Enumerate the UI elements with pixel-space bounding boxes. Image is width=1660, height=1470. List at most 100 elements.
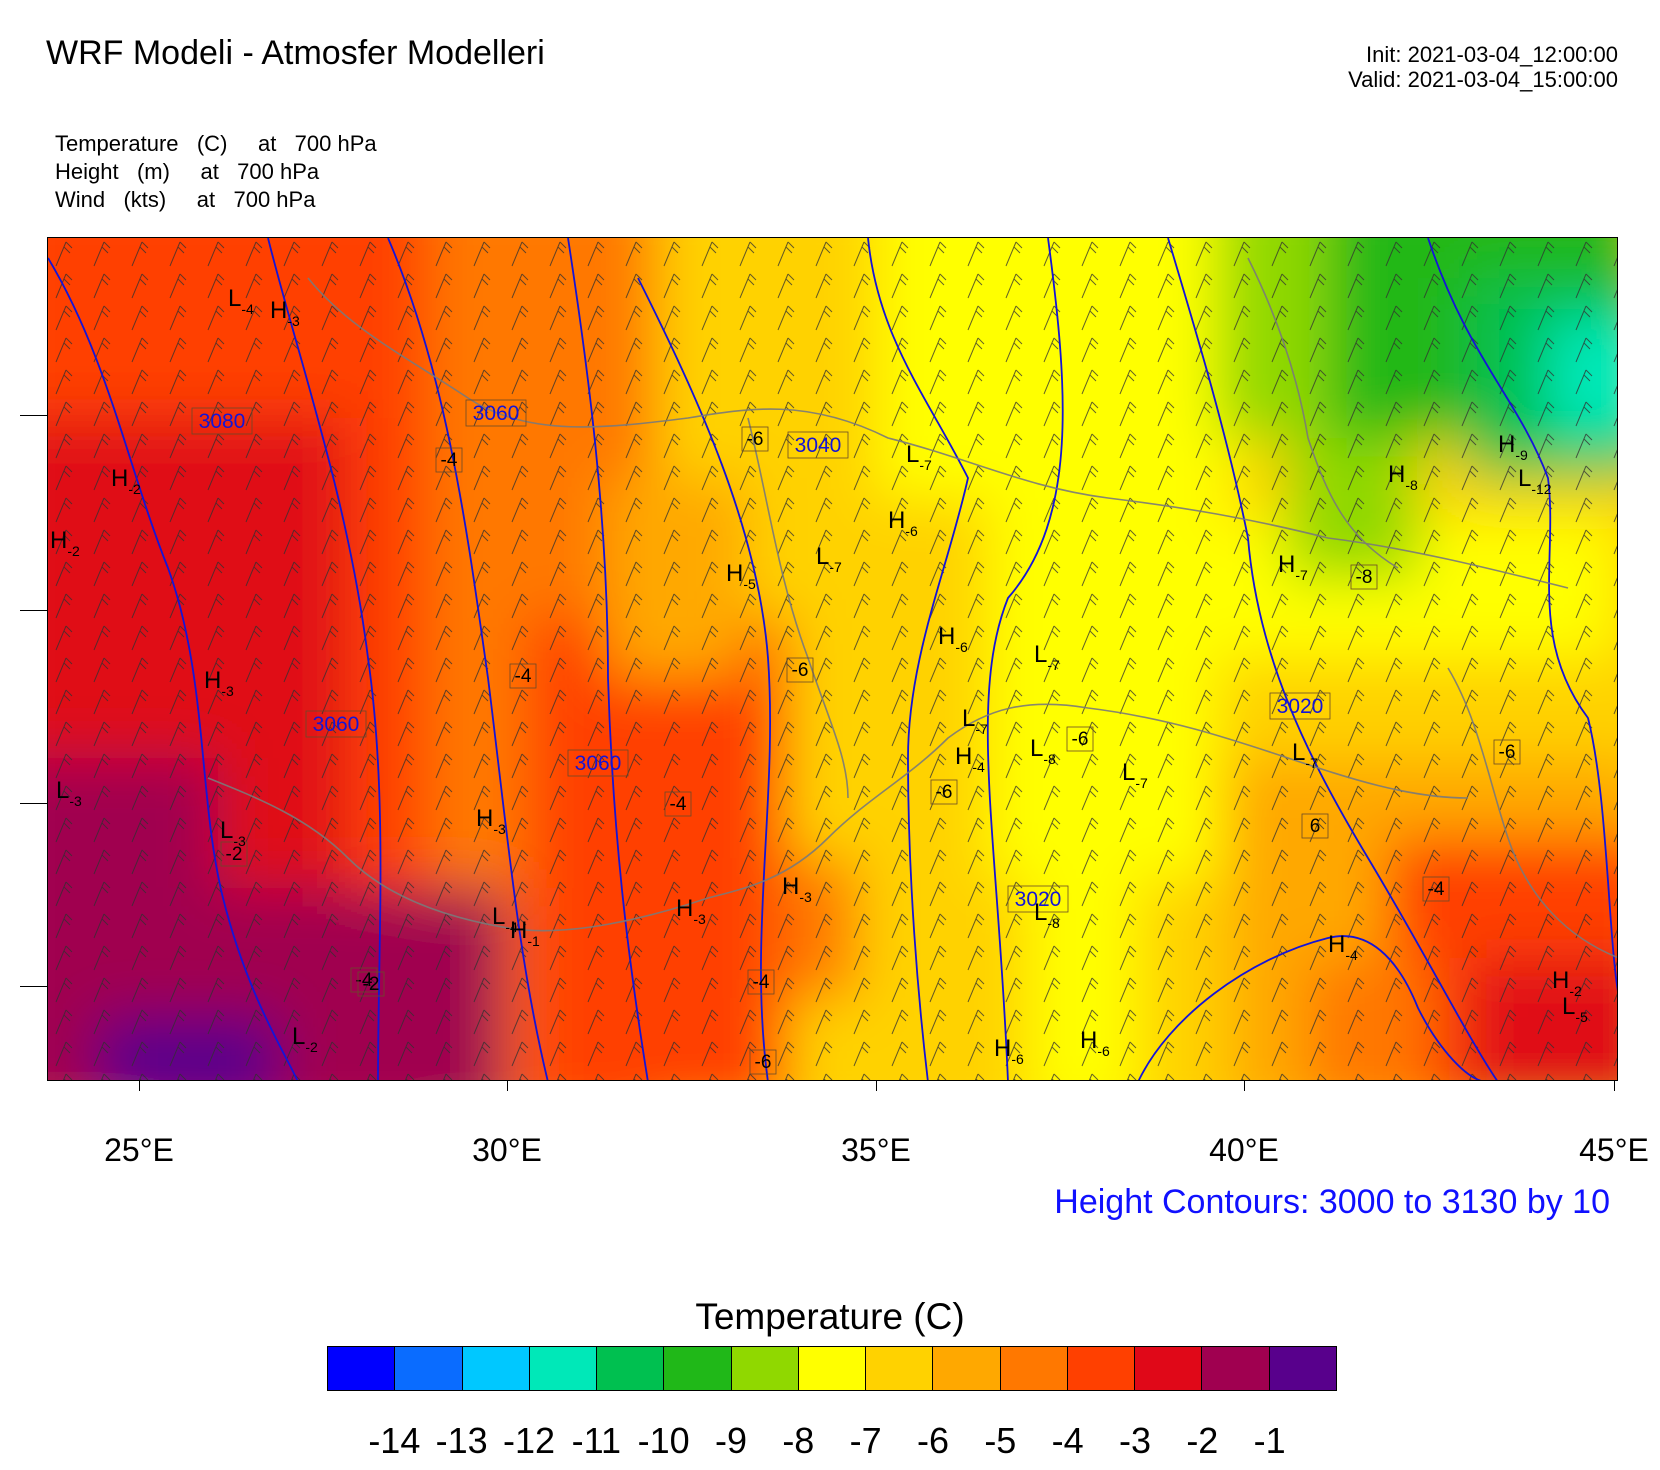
colorbar-swatch [328, 1347, 396, 1390]
colorbar-label: -8 [782, 1420, 815, 1461]
high-pressure-center: H-2 [111, 465, 141, 497]
height-contour-info: Height Contours: 3000 to 3130 by 10 [1054, 1183, 1610, 1221]
colorbar-swatch [597, 1347, 665, 1390]
height-label-box [1269, 692, 1331, 720]
temperature-label-box [357, 971, 385, 997]
temperature-contour-label: -6 [747, 429, 764, 450]
temperature-label-box [1493, 739, 1521, 765]
colorbar-labels: -14 -13 -12 -11 -10 -9 -8 -7 -6 -5 -4 -3 -2 -1 [0, 1420, 1660, 1470]
lon-label-30: 30°E [472, 1132, 542, 1168]
lon-label-25: 25°E [104, 1132, 174, 1168]
run-time-info: Init: 2021-03-04_12:00:00 Valid: 2021-03… [1348, 42, 1618, 92]
temperature-contour-label: -6 [1499, 742, 1516, 763]
temperature-label-box [930, 779, 958, 805]
temperature-label-box [1422, 876, 1450, 902]
temperature-contour-label: -6 [755, 1052, 772, 1073]
wind-barbs [48, 238, 1617, 1080]
temperature-contour-label: -4 [1428, 879, 1445, 900]
lon-label-35: 35°E [841, 1132, 911, 1168]
lat-tick [20, 986, 47, 987]
height-contour-label: 3020 [1015, 888, 1062, 911]
colorbar-label: -12 [502, 1420, 556, 1461]
temperature-contour-label: -6 [792, 660, 809, 681]
lat-tick [20, 610, 47, 611]
height-label-box [1007, 885, 1069, 913]
colorbar-label: -5 [984, 1420, 1017, 1461]
lon-label-45: 45°E [1579, 1132, 1649, 1168]
colorbar-label: -14 [368, 1420, 421, 1461]
temperature-contour-label: -2 [226, 844, 243, 865]
colorbar-label: -1 [1253, 1420, 1286, 1461]
map-title: WRF Modeli - Atmosfer Modelleri [46, 34, 545, 72]
height-contour-label: 3060 [473, 402, 520, 425]
field-wind: Wind (kts) at 700 hPa [55, 187, 316, 212]
colorbar-label: -11 [571, 1420, 622, 1461]
height-contour-label: 3060 [313, 713, 360, 736]
temperature-label-box [1301, 813, 1329, 839]
height-label-box [191, 407, 253, 435]
temperature-colorbar [327, 1346, 1337, 1391]
temperature-contour-label: -6 [936, 782, 953, 803]
colorbar-swatch [462, 1347, 530, 1390]
colorbar-title: Temperature (C) [695, 1296, 965, 1337]
height-contours [48, 238, 1617, 1080]
lon-tick [139, 1081, 140, 1091]
temperature-label-box [1350, 564, 1378, 590]
temperature-label-box [741, 426, 769, 452]
colorbar-label: -6 [916, 1420, 950, 1461]
lon-tick [1614, 1081, 1615, 1091]
colorbar-label: -10 [637, 1420, 690, 1461]
country-borders [207, 257, 1617, 959]
colorbar-swatch [1135, 1347, 1203, 1390]
colorbar-swatch [1000, 1347, 1068, 1390]
temperature-contour-label: -2 [363, 974, 380, 995]
temperature-label-box [220, 841, 248, 867]
field-temperature: Temperature (C) at 700 hPa [55, 131, 377, 156]
temperature-label-box [350, 967, 378, 993]
map-labels: 3080 3060 3040 3060 3060 3020 3020 -4 -6 -4 -6 -6 -4… [50, 285, 1588, 1075]
temperature-contour-label: -4 [670, 794, 687, 815]
colorbar-label: -7 [849, 1420, 882, 1461]
lat-tick [20, 803, 47, 804]
colorbar-label: -13 [435, 1420, 488, 1461]
temperature-contour-label: 6 [1310, 816, 1321, 837]
colorbar-swatch [1067, 1347, 1136, 1390]
temperature-label-box [664, 791, 692, 817]
temperature-contour-label: -4 [356, 970, 373, 991]
height-label-box [787, 431, 849, 459]
height-contour-label: 3020 [1277, 695, 1324, 718]
lon-tick [876, 1081, 877, 1091]
colorbar-label: -4 [1051, 1420, 1084, 1461]
colorbar-swatch [1269, 1347, 1336, 1390]
temperature-map[interactable]: 3080 3060 3040 3060 3060 3020 3020 -4 -6 -4 -6 -6 -4… [47, 237, 1618, 1081]
high-pressure-center: H-5 [726, 560, 756, 592]
height-label-box [567, 749, 629, 777]
high-pressure-center: H-8 [1388, 461, 1418, 493]
lon-label-40: 40°E [1209, 1132, 1279, 1168]
init-time: Init: 2021-03-04_12:00:00 [1366, 42, 1618, 67]
lon-tick [507, 1081, 508, 1091]
temperature-contour-label: -4 [753, 972, 770, 993]
field-height: Height (m) at 700 hPa [55, 159, 320, 184]
high-pressure-center: H-6 [1080, 1027, 1110, 1059]
colorbar-swatch [664, 1347, 732, 1390]
height-label-box [465, 399, 527, 427]
colorbar-swatch [731, 1347, 799, 1390]
height-label-box [305, 710, 367, 738]
temperature-label-box [749, 1049, 777, 1075]
colorbar-swatch [1202, 1347, 1270, 1390]
colorbar-label: -2 [1186, 1420, 1219, 1461]
height-contour-label: 3040 [795, 434, 842, 457]
low-pressure-center: L-3 [220, 817, 246, 849]
valid-time: Valid: 2021-03-04_15:00:00 [1348, 67, 1618, 92]
temperature-contour-label: -8 [1356, 567, 1373, 588]
height-contour-label: 3060 [575, 752, 622, 775]
temperature-label-box [786, 657, 814, 683]
lat-tick [20, 415, 47, 416]
colorbar-label: -9 [714, 1420, 748, 1461]
height-contour-label: 3080 [199, 410, 246, 433]
field-list: Temperature (C) at 700 hPa Height (m) at… [55, 130, 377, 214]
low-pressure-center: L-7 [1122, 759, 1148, 791]
colorbar-swatch [798, 1347, 867, 1390]
temperature-contour-label: -4 [441, 450, 458, 471]
